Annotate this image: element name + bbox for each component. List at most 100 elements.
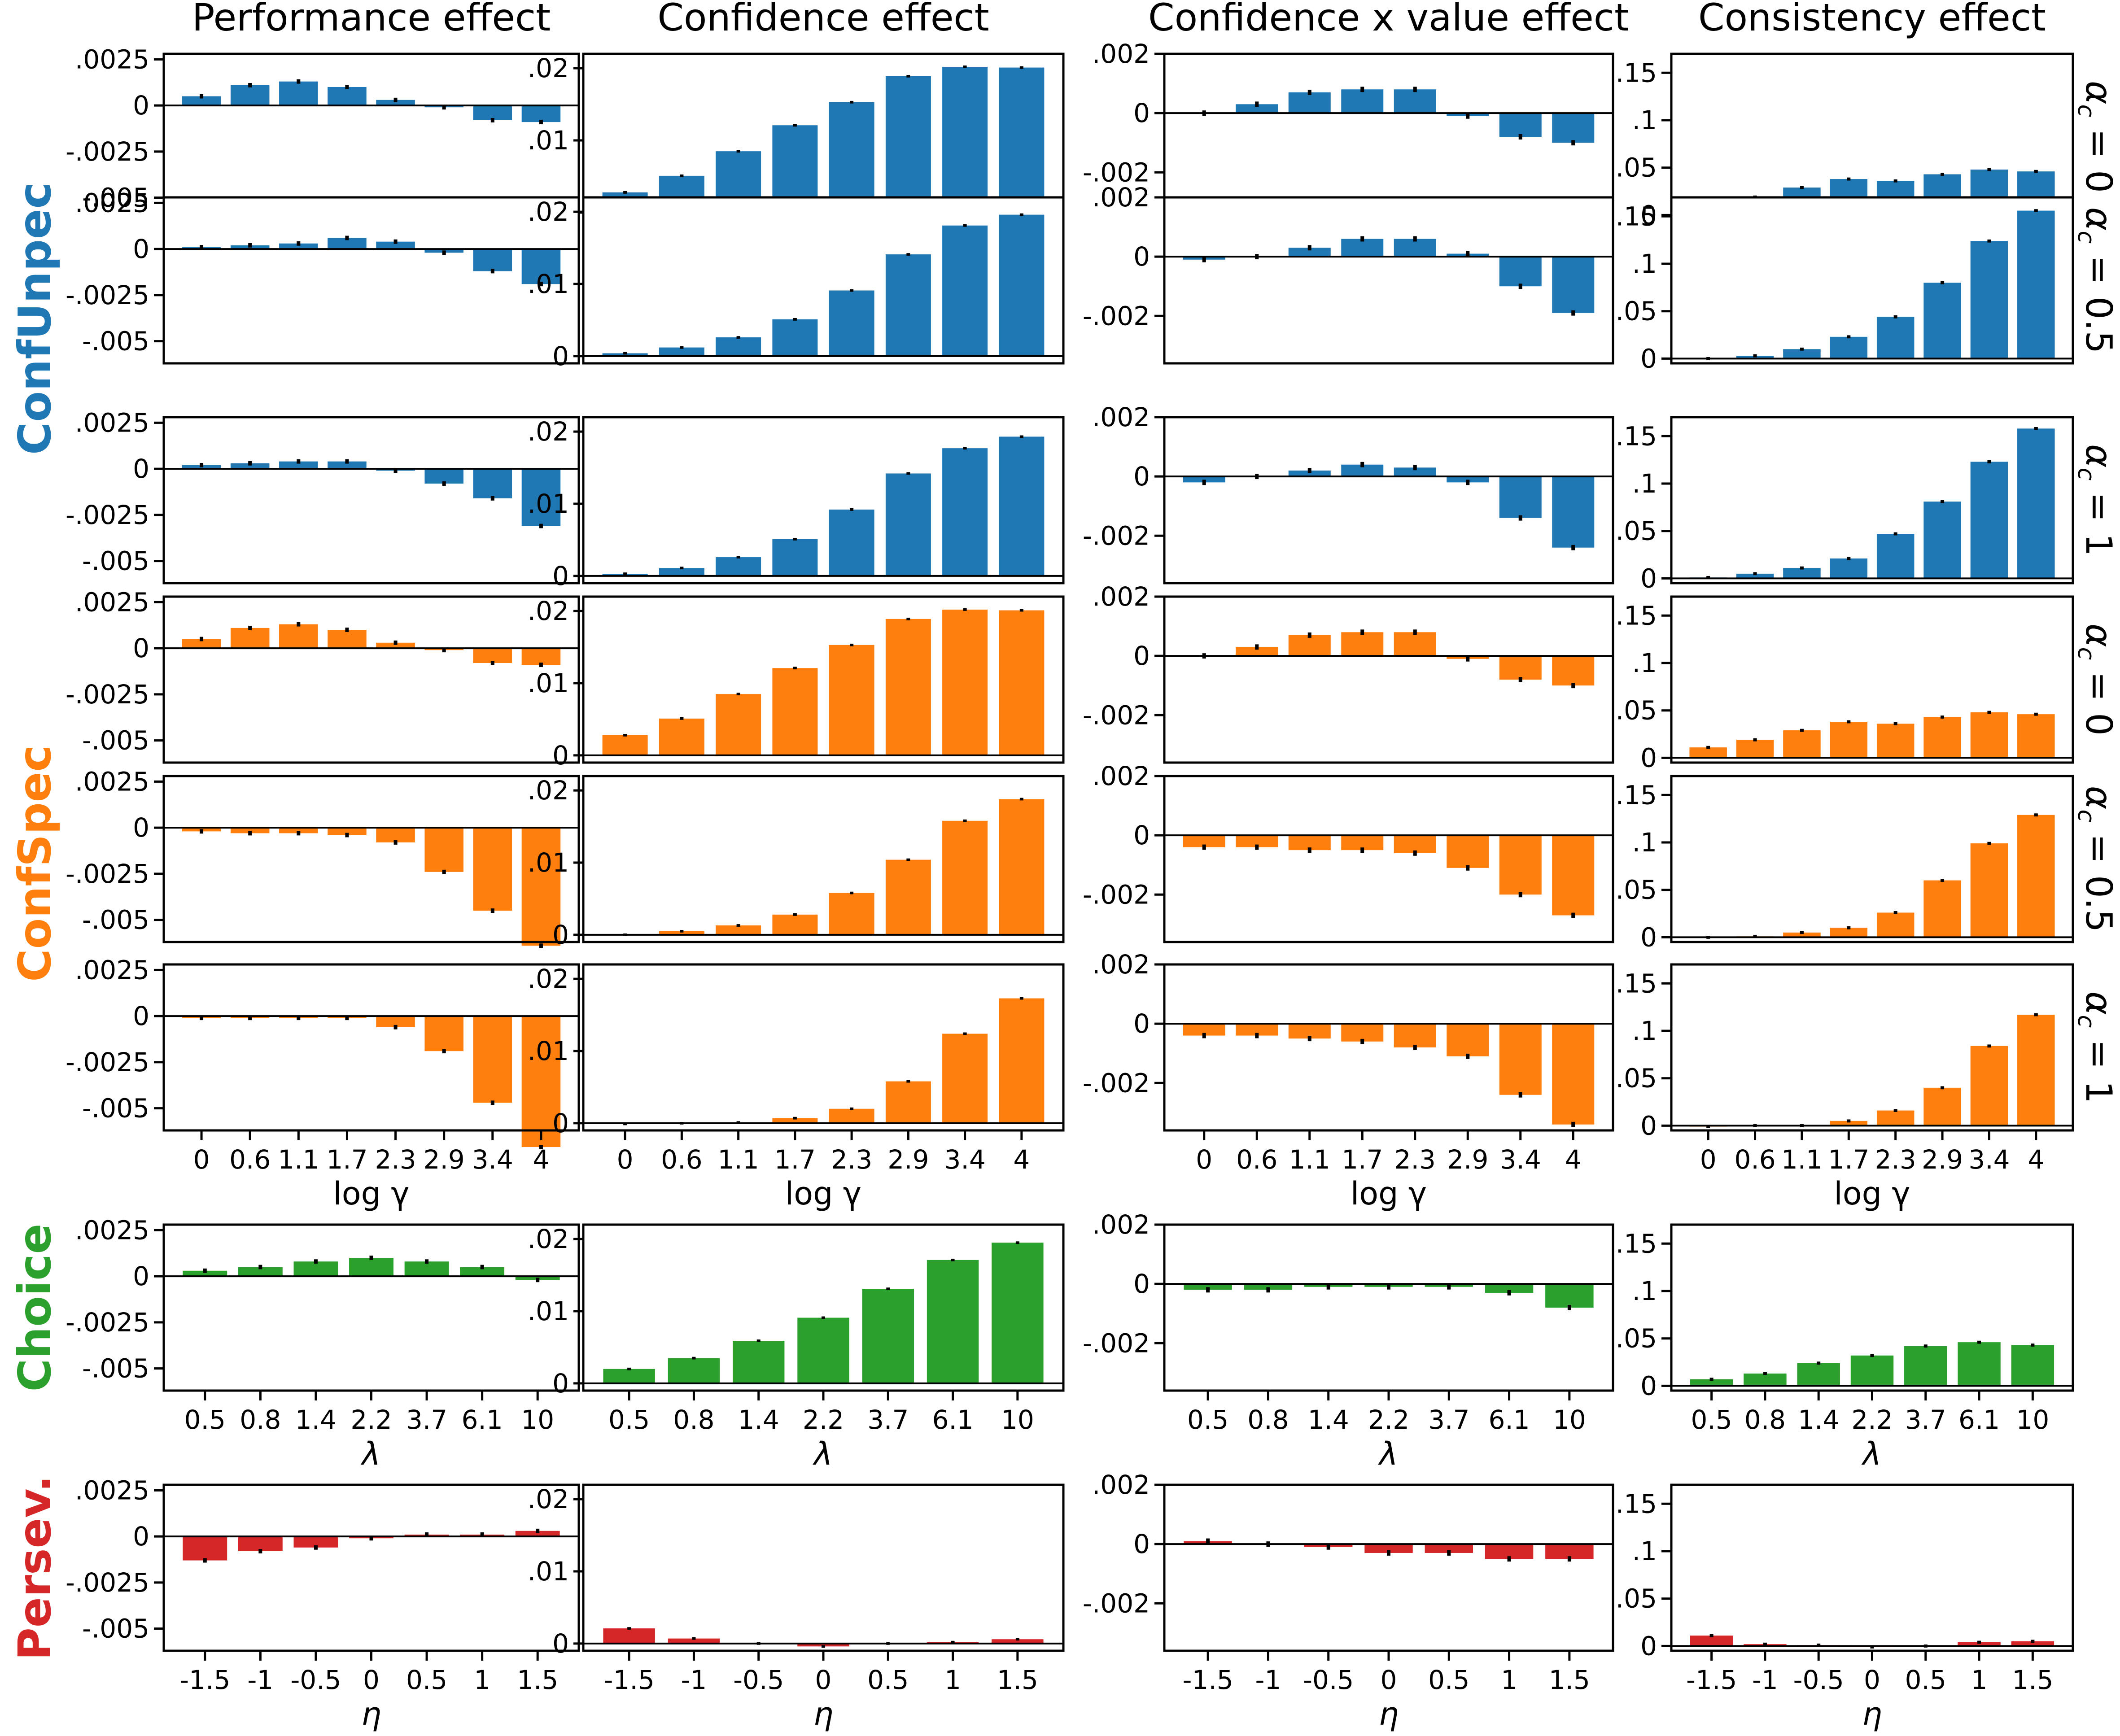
panel-6-2: -.002 0 .002 0.5 0.8 1.4 2.2 3.7 6.1 10 λ [1083, 1209, 1614, 1472]
bar [1736, 573, 1774, 579]
bar [1830, 336, 1868, 359]
y-tick-label: 0 [133, 234, 149, 264]
y-tick-label: .1 [1632, 827, 1657, 858]
panel-5-1: 0 .01 .02 0 0.6 1.1 1.7 2.3 2.9 3.4 4 log γ [528, 963, 1065, 1212]
panel-bg [1164, 597, 1613, 763]
y-tick-label: .05 [1616, 153, 1657, 183]
panel-bg [583, 197, 1063, 363]
bar [1364, 1544, 1413, 1553]
bar [521, 469, 561, 526]
x-tick-label: 0.5 [867, 1665, 909, 1695]
bar [521, 648, 561, 665]
y-tick-label: 0 [133, 1261, 149, 1291]
x-tick-label: 2.9 [1447, 1144, 1488, 1175]
panel-frame [1163, 196, 1614, 365]
y-tick-label: .15 [1616, 57, 1657, 88]
bar [602, 735, 648, 755]
bar [230, 828, 270, 833]
panel-frame [582, 595, 1065, 764]
bar [1545, 1284, 1594, 1308]
bar [230, 85, 270, 106]
y-tick-label: -.0025 [66, 500, 149, 530]
panel-frame [1163, 416, 1614, 584]
bar [772, 1118, 818, 1123]
y-tick-label: 0 [552, 561, 569, 591]
panel-frame [582, 775, 1065, 943]
panel-4-1: 0 .01 .02 [528, 775, 1065, 950]
bar [1341, 239, 1384, 257]
alpha-label: αc = 0.5 [2072, 207, 2120, 353]
bar [1552, 835, 1595, 916]
bar [772, 668, 818, 755]
bar [2017, 714, 2055, 758]
bar [1552, 257, 1595, 313]
y-tick-label: 0 [133, 454, 149, 484]
bar [424, 828, 463, 872]
y-tick-label: .15 [1616, 1228, 1657, 1259]
panel-frame [582, 416, 1065, 584]
panel-frame [1163, 775, 1614, 943]
bar [1876, 912, 1915, 938]
x-tick-label: 4 [533, 1144, 549, 1175]
row-label: ConfSpec [9, 745, 61, 982]
bar [279, 624, 318, 649]
panel-4-0: -.005 -.0025 0 .0025 [66, 766, 580, 948]
bar [927, 1260, 979, 1383]
x-axis-label: log γ [785, 1175, 861, 1212]
bar [885, 76, 931, 213]
x-tick-label: 1.4 [738, 1405, 779, 1435]
bar [1923, 1087, 1961, 1126]
x-tick-label: -0.5 [733, 1665, 784, 1695]
alpha-label-text: αc = 0 [2072, 624, 2120, 736]
bar [279, 81, 318, 106]
x-tick-label: 0.8 [1247, 1405, 1289, 1435]
y-tick-label: -.005 [82, 725, 149, 756]
y-tick-label: .05 [1616, 296, 1657, 327]
y-tick-label: -.0025 [66, 679, 149, 710]
bar [279, 828, 318, 833]
y-tick-label: 0 [552, 740, 569, 771]
y-tick-label: -.0025 [66, 1307, 149, 1338]
bar [328, 87, 367, 106]
panel-bg [1164, 1485, 1613, 1651]
panel-6-1: 0 .01 .02 0.5 0.8 1.4 2.2 3.7 6.1 10 λ [528, 1223, 1065, 1472]
y-tick-label: .0025 [75, 587, 149, 617]
y-tick-label: .0025 [75, 766, 149, 797]
y-tick-label: -.005 [82, 326, 149, 357]
bar [1970, 1046, 2008, 1126]
panel-7-2: -.002 0 .002 -1.5 -1 -0.5 0 0.5 1 1.5 η [1083, 1470, 1614, 1732]
y-tick-label: 0 [1133, 241, 1150, 272]
bar [1447, 1024, 1489, 1056]
y-tick-label: .05 [1616, 1583, 1657, 1614]
y-tick-label: .002 [1092, 182, 1150, 213]
x-tick-label: 0.5 [1905, 1665, 1946, 1695]
y-tick-label: -.0025 [66, 859, 149, 889]
bar [1970, 241, 2008, 359]
bar [473, 105, 512, 120]
panel-frame [1670, 775, 2074, 943]
bar [1923, 880, 1961, 938]
x-tick-label: 3.4 [1500, 1144, 1541, 1175]
x-tick-label: -1 [1255, 1665, 1281, 1695]
y-tick-label: .01 [528, 125, 569, 156]
x-tick-label: 1.7 [1828, 1144, 1869, 1175]
panel-1-0: -.005 -.0025 0 .0025 [66, 188, 580, 365]
bar [404, 1261, 449, 1277]
x-tick-label: 3.7 [1905, 1405, 1946, 1435]
y-tick-label: .01 [528, 489, 569, 519]
y-tick-label: .01 [528, 269, 569, 299]
x-tick-label: 4 [1565, 1144, 1582, 1175]
panel-frame [1670, 416, 2074, 584]
bar [1394, 835, 1436, 853]
alpha-label-text: αc = 1 [2072, 444, 2120, 556]
y-tick-label: -.005 [82, 1093, 149, 1124]
panel-1-3: 0 .05 .1 .15 [1616, 196, 2074, 374]
bar [885, 254, 931, 356]
y-tick-label: 0 [1133, 820, 1150, 851]
x-tick-label: 0.5 [1187, 1405, 1228, 1435]
x-tick-label: 0 [193, 1144, 210, 1175]
bar [1184, 1284, 1232, 1290]
x-axis-label: λ [1377, 1435, 1398, 1472]
panel-bg [164, 776, 579, 942]
x-tick-label: 0.6 [661, 1144, 702, 1175]
